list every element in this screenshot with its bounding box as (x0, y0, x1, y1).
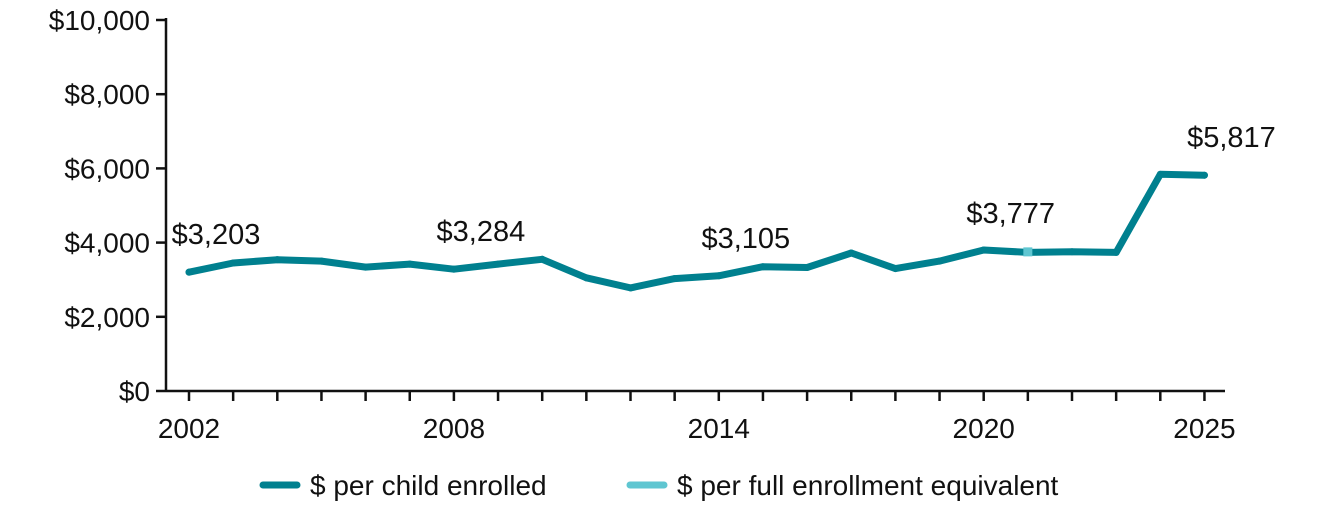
data-point (450, 265, 458, 273)
data-point (671, 275, 679, 283)
data-point (627, 284, 634, 292)
data-point (847, 249, 855, 257)
data-point (936, 257, 944, 265)
y-tick-label: $10,000 (49, 5, 150, 36)
data-point (406, 260, 414, 268)
data-point (273, 256, 281, 264)
data-point (185, 268, 193, 276)
y-tick-label: $2,000 (64, 302, 150, 333)
data-label: $3,203 (172, 219, 261, 251)
data-point (362, 263, 370, 271)
x-tick-label: 2002 (158, 413, 220, 444)
data-point-full-enrollment-equivalent (1023, 247, 1033, 257)
data-label: $5,817 (1187, 122, 1276, 154)
data-label: $3,105 (701, 223, 790, 255)
data-point (1200, 171, 1208, 179)
data-point (1068, 248, 1076, 256)
y-tick-label: $8,000 (64, 79, 150, 110)
series-line-per-child-enrolled (185, 170, 1208, 292)
y-tick-label: $0 (119, 376, 150, 407)
data-point (891, 265, 899, 273)
data-point (538, 255, 546, 263)
y-tick-label: $6,000 (64, 153, 150, 184)
data-point (715, 272, 723, 280)
data-point (229, 259, 237, 267)
legend-item-per-child-enrolled-label: $ per child enrolled (310, 470, 547, 501)
data-label: $3,777 (966, 198, 1055, 230)
x-tick-label: 2020 (953, 413, 1015, 444)
x-tick-label: 2025 (1173, 413, 1235, 444)
data-point (582, 274, 590, 282)
data-label: $3,284 (437, 216, 526, 248)
data-point (759, 263, 767, 271)
y-tick-label: $4,000 (64, 228, 150, 259)
data-point (803, 263, 811, 271)
legend-item-full-enrollment-equivalent-label: $ per full enrollment equivalent (677, 470, 1059, 501)
data-point (494, 260, 502, 268)
x-tick-label: 2014 (688, 413, 750, 444)
data-point (1156, 170, 1164, 178)
x-tick-label: 2008 (423, 413, 485, 444)
data-point (980, 246, 988, 254)
data-point (1112, 248, 1120, 256)
data-point (317, 257, 325, 265)
